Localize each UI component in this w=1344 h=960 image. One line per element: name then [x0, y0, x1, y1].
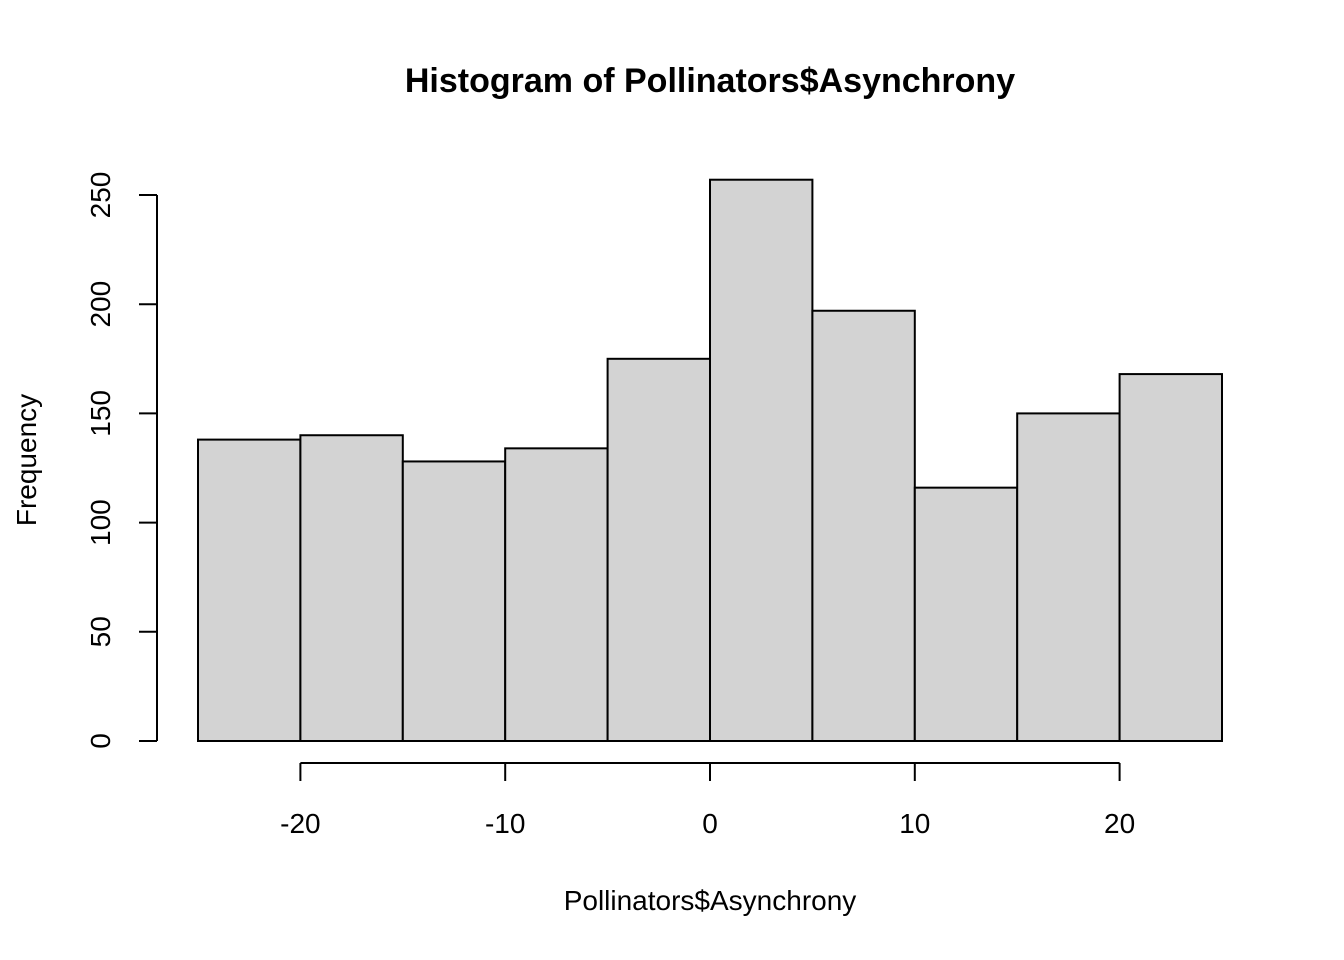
- y-tick-label-0: 0: [85, 733, 116, 749]
- histogram-bar-8: [1016, 412, 1121, 742]
- histogram-bar-3: [504, 447, 609, 742]
- x-tick-label-3: 10: [899, 808, 930, 839]
- bars-group: [197, 178, 1223, 743]
- y-tick-label-3: 150: [85, 390, 116, 437]
- y-tick-label-4: 200: [85, 281, 116, 328]
- y-tick-label-5: 250: [85, 172, 116, 219]
- x-tick-label-4: 20: [1104, 808, 1135, 839]
- y-axis: 0 50 100 150 200 250: [85, 172, 158, 749]
- chart-title: Histogram of Pollinators$Asynchrony: [405, 62, 1015, 100]
- histogram-bar-7: [913, 486, 1019, 742]
- histogram-bar-2: [401, 460, 507, 742]
- histogram-bar-0: [197, 438, 302, 742]
- y-axis-label: Frequency: [11, 394, 42, 526]
- histogram-bar-5: [709, 178, 814, 743]
- x-tick-label-1: -10: [485, 808, 525, 839]
- y-tick-label-2: 100: [85, 499, 116, 546]
- y-tick-label-1: 50: [85, 616, 116, 647]
- histogram-bar-1: [299, 434, 404, 742]
- histogram-bar-4: [606, 357, 711, 742]
- histogram-bar-9: [1118, 373, 1223, 742]
- histogram-bar-6: [811, 309, 916, 742]
- x-axis: -20 -10 0 10 20: [280, 762, 1135, 839]
- x-tick-label-2: 0: [702, 808, 718, 839]
- x-tick-label-0: -20: [280, 808, 320, 839]
- x-axis-label: Pollinators$Asynchrony: [564, 885, 857, 916]
